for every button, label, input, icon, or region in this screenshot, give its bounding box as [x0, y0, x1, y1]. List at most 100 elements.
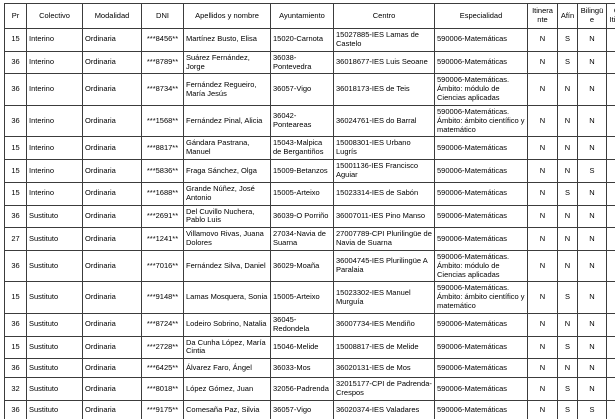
- cell-ayuntamiento: 15005-Arteixo: [270, 281, 334, 314]
- column-header-dni: DNI: [141, 3, 184, 29]
- cell-apellidos: López Gómez, Juan: [183, 377, 271, 401]
- column-header-afin: Afín: [557, 3, 578, 29]
- column-header-colectivo: Colectivo: [26, 3, 83, 29]
- cell-centro: 36007734-IES Mendiño: [333, 312, 435, 337]
- cell-apellidos: Fraga Sánchez, Olga: [183, 159, 271, 183]
- assignments-table: Pr Colectivo Modalidad DNI Apellidos y nombr…: [4, 3, 615, 419]
- cell-dni: ***8018**: [141, 377, 184, 401]
- cell-especialidad: 590006-Matemáticas: [434, 377, 528, 401]
- cell-afin: S: [557, 181, 578, 206]
- cell-colectivo: Interino: [26, 50, 83, 75]
- cell-pr: 15: [4, 335, 27, 360]
- cell-itinerante: N: [527, 50, 558, 75]
- cell-pr: 15: [4, 181, 27, 206]
- cell-bilingue: N: [577, 50, 607, 75]
- cell-afin: N: [557, 312, 578, 337]
- cell-bilingue: S: [577, 159, 607, 183]
- cell-afin: S: [557, 281, 578, 314]
- cell-especialidad: 590006-Matemáticas. Ámbito: ámbito cient…: [434, 281, 528, 314]
- cell-colectivo: Interino: [26, 159, 83, 183]
- cell-dni: ***7016**: [141, 249, 184, 283]
- cell-pr: 36: [4, 400, 27, 419]
- cell-colectivo: Sustituto: [26, 249, 83, 283]
- cell-apellidos: Lodeiro Sobrino, Natalia: [183, 312, 271, 337]
- cell-afin: S: [557, 50, 578, 75]
- cell-pr: 36: [4, 204, 27, 229]
- cell-apellidos: Del Cuvillo Nuchera, Pablo Luis: [183, 204, 271, 229]
- cell-ayuntamiento: 36038-Pontevedra: [270, 50, 334, 75]
- cell-centros_itinerantes: [606, 358, 615, 379]
- cell-afin: S: [557, 335, 578, 360]
- cell-ayuntamiento: 27034-Navia de Suarna: [270, 227, 334, 251]
- cell-itinerante: N: [527, 204, 558, 229]
- cell-especialidad: 590006-Matemáticas: [434, 181, 528, 206]
- cell-ayuntamiento: 36045-Redondela: [270, 312, 334, 337]
- cell-colectivo: Sustituto: [26, 400, 83, 419]
- cell-itinerante: N: [527, 312, 558, 337]
- table-row: 15 Interino Ordinaria ***5836** Fraga Sánche…: [4, 159, 615, 183]
- cell-modalidad: Ordinaria: [82, 181, 142, 206]
- cell-centro: 36007011-IES Pino Manso: [333, 204, 435, 229]
- cell-bilingue: N: [577, 28, 607, 52]
- cell-apellidos: Gándara Pastrana, Manuel: [183, 136, 271, 161]
- cell-modalidad: Ordinaria: [82, 104, 142, 138]
- table-row: 36 Interino Ordinaria ***8789** Suárez Ferná…: [4, 50, 615, 75]
- cell-centros_itinerantes: [606, 335, 615, 360]
- cell-modalidad: Ordinaria: [82, 335, 142, 360]
- cell-itinerante: N: [527, 335, 558, 360]
- cell-dni: ***1241**: [141, 227, 184, 251]
- table-row: 36 Sustituto Ordinaria ***8724** Lodeiro Sob…: [4, 312, 615, 337]
- cell-especialidad: 590006-Matemáticas: [434, 28, 528, 52]
- cell-dni: ***5836**: [141, 159, 184, 183]
- cell-centro: 32015177-CPI de Padrenda-Crespos: [333, 377, 435, 401]
- cell-bilingue: N: [577, 104, 607, 138]
- cell-dni: ***2728**: [141, 335, 184, 360]
- cell-centro: 15023314-IES de Sabón: [333, 181, 435, 206]
- cell-centro: 36020374-IES Valadares: [333, 400, 435, 419]
- cell-ayuntamiento: 15009-Betanzos: [270, 159, 334, 183]
- cell-especialidad: 590006-Matemáticas: [434, 204, 528, 229]
- header-row: Pr Colectivo Modalidad DNI Apellidos y nombr…: [4, 3, 615, 29]
- table-row: 36 Interino Ordinaria ***8734** Fernández Re…: [4, 73, 615, 106]
- cell-modalidad: Ordinaria: [82, 249, 142, 283]
- cell-centros_itinerantes: [606, 181, 615, 206]
- cell-afin: N: [557, 136, 578, 161]
- cell-especialidad: 590006-Matemáticas: [434, 358, 528, 379]
- cell-ayuntamiento: 36039-O Porriño: [270, 204, 334, 229]
- column-header-pr: Pr: [4, 3, 27, 29]
- cell-colectivo: Sustituto: [26, 281, 83, 314]
- cell-afin: N: [557, 358, 578, 379]
- cell-bilingue: N: [577, 281, 607, 314]
- cell-modalidad: Ordinaria: [82, 136, 142, 161]
- cell-afin: S: [557, 400, 578, 419]
- cell-apellidos: Fernández Regueiro, María Jesús: [183, 73, 271, 106]
- cell-colectivo: Interino: [26, 181, 83, 206]
- cell-centro: 36018677-IES Luis Seoane: [333, 50, 435, 75]
- column-header-centro: Centro: [333, 3, 435, 29]
- cell-itinerante: N: [527, 281, 558, 314]
- column-header-especialidad: Especialidad: [434, 3, 528, 29]
- cell-modalidad: Ordinaria: [82, 50, 142, 75]
- cell-ayuntamiento: 15005-Arteixo: [270, 181, 334, 206]
- cell-modalidad: Ordinaria: [82, 28, 142, 52]
- cell-apellidos: Suárez Fernández, Jorge: [183, 50, 271, 75]
- cell-centro: 27007789-CPI Plurilingüe de Navia de Sua…: [333, 227, 435, 251]
- cell-apellidos: Fernández Pinal, Alicia: [183, 104, 271, 138]
- cell-colectivo: Sustituto: [26, 335, 83, 360]
- cell-bilingue: N: [577, 181, 607, 206]
- cell-itinerante: N: [527, 377, 558, 401]
- cell-centro: 15023302-IES Manuel Murguía: [333, 281, 435, 314]
- cell-centro: 15008817-IES de Melide: [333, 335, 435, 360]
- cell-pr: 15: [4, 281, 27, 314]
- cell-centros_itinerantes: [606, 249, 615, 283]
- table-row: 15 Interino Ordinaria ***8456** Martínez Bus…: [4, 28, 615, 52]
- cell-bilingue: N: [577, 358, 607, 379]
- cell-modalidad: Ordinaria: [82, 281, 142, 314]
- cell-centros_itinerantes: [606, 204, 615, 229]
- cell-ayuntamiento: 15020-Carnota: [270, 28, 334, 52]
- cell-centros_itinerantes: [606, 50, 615, 75]
- cell-modalidad: Ordinaria: [82, 73, 142, 106]
- cell-centros_itinerantes: [606, 28, 615, 52]
- cell-pr: 36: [4, 50, 27, 75]
- cell-afin: N: [557, 104, 578, 138]
